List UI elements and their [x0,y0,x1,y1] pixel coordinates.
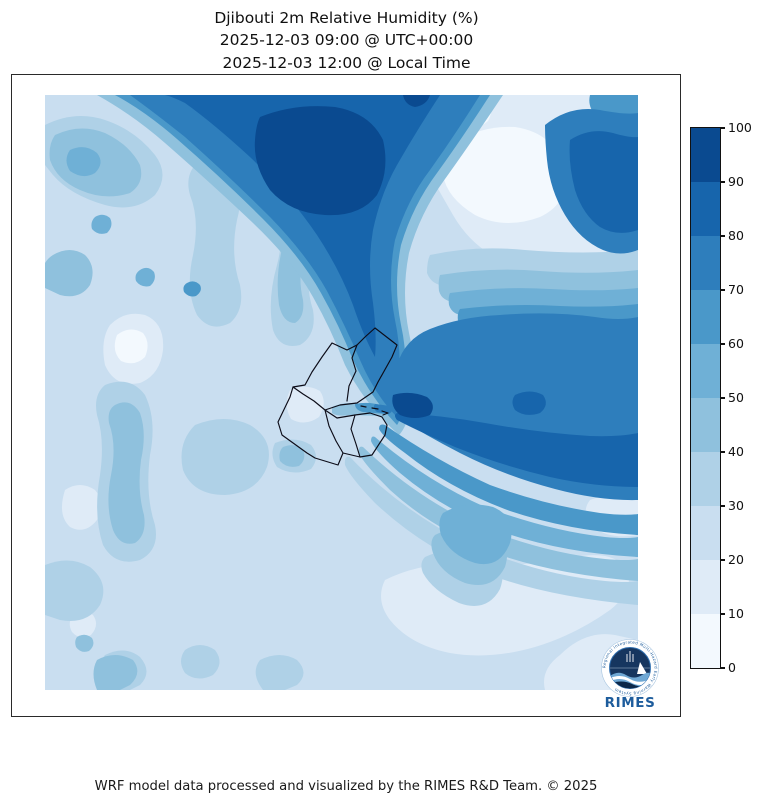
logo-wave-dark [609,681,651,689]
logo-wave-white [609,676,651,685]
colorbar-segment-30-40 [691,452,720,506]
colorbar-segment-60-70 [691,290,720,344]
colorbar-segment-40-50 [691,398,720,452]
colorbar-tick-label: 40 [728,444,744,459]
colorbar-segment-20-30 [691,506,720,560]
colorbar-tick-label: 0 [728,660,736,675]
footer-credit: WRF model data processed and visualized … [94,779,598,794]
logo-sail-icon [637,662,647,674]
logo-signal-icon [626,651,634,662]
colorbar-segment-0-10 [691,614,720,668]
colorbar-tick-label: 100 [728,120,752,135]
colorbar-tick [720,289,725,291]
colorbar [690,127,721,669]
colorbar-segment-50-60 [691,344,720,398]
contour-level-90-100 [254,95,433,418]
colorbar-segment-10-20 [691,560,720,614]
colorbar-segment-70-80 [691,236,720,290]
title-line-3: 2025-12-03 12:00 @ Local Time [222,53,471,72]
admin-boundary [324,409,344,454]
colorbar-tick [720,613,725,615]
colorbar-tick-label: 30 [728,498,744,513]
colorbar-tick [720,235,725,237]
colorbar-tick [720,667,725,669]
humidity-map [45,95,638,690]
colorbar-tick-label: 10 [728,606,744,621]
rimes-logo: Regional Integrated Multi-Hazard Early W… [601,639,659,697]
admin-boundary [350,414,361,458]
colorbar-segment-80-90 [691,182,720,236]
colorbar-tick-label: 60 [728,336,744,351]
colorbar-tick-label: 70 [728,282,744,297]
colorbar-tick-label: 80 [728,228,744,243]
country-border-outline [277,327,398,466]
colorbar-tick [720,397,725,399]
colorbar-tick-label: 20 [728,552,744,567]
colorbar-tick [720,559,725,561]
colorbar-tick [720,505,725,507]
admin-boundary [346,344,358,402]
colorbar-tick [720,127,725,129]
colorbar-segment-90-100 [691,128,720,182]
colorbar-tick-label: 50 [728,390,744,405]
colorbar-tick-label: 90 [728,174,744,189]
colorbar-tick [720,451,725,453]
title-line-1: Djibouti 2m Relative Humidity (%) [214,9,479,27]
title-line-2: 2025-12-03 09:00 @ UTC+00:00 [219,31,474,50]
colorbar-tick [720,343,725,345]
country-borders [277,327,398,466]
coast-islets [360,405,389,416]
title-block: Djibouti 2m Relative Humidity (%) 2025-1… [11,7,682,74]
admin-boundary [292,386,326,411]
colorbar-tick [720,181,725,183]
rimes-logo-label: RIMES [604,695,656,711]
